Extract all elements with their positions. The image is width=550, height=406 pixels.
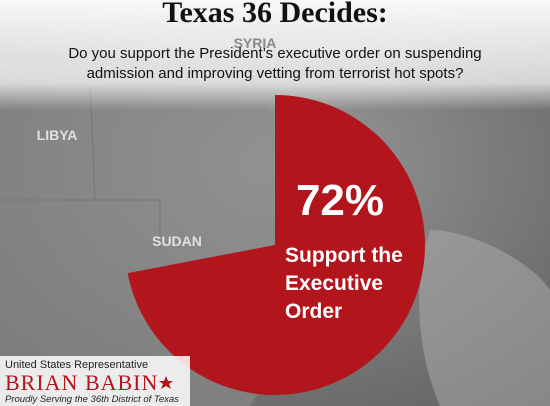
map-label: SUDAN xyxy=(152,233,202,249)
map-label: SYRIA xyxy=(234,35,277,51)
subtitle: Do you support the President’s executive… xyxy=(68,45,481,62)
chart-title: Texas 36 Decides: xyxy=(162,0,388,29)
value-label: 72% xyxy=(296,176,384,225)
map-label: LIBYA xyxy=(37,127,78,143)
star xyxy=(159,376,173,389)
pie-slice xyxy=(127,95,425,395)
slice-label: Executive xyxy=(285,272,383,295)
land xyxy=(419,230,550,406)
footer-name: BRIAN BABIN xyxy=(5,370,158,395)
slice-label: Support the xyxy=(285,244,403,267)
header-glow xyxy=(0,0,550,110)
subtitle: admission and improving vetting from ter… xyxy=(87,65,464,82)
slice-label: Order xyxy=(285,300,342,323)
footer-bg xyxy=(0,356,190,406)
footer-line: United States Representative xyxy=(5,359,148,371)
pie xyxy=(127,95,425,395)
footer-tagline: Proudly Serving the 36th District of Tex… xyxy=(5,394,179,405)
